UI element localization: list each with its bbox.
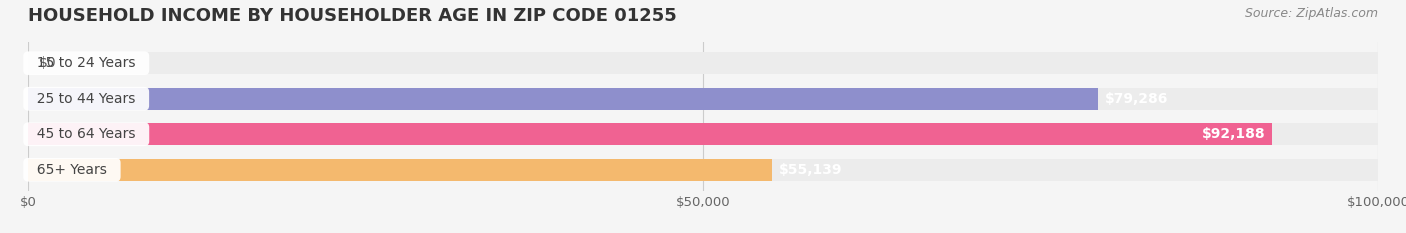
Text: 45 to 64 Years: 45 to 64 Years [28,127,145,141]
Text: 25 to 44 Years: 25 to 44 Years [28,92,145,106]
Text: 65+ Years: 65+ Years [28,163,115,177]
Bar [28,123,1378,145]
Bar [28,88,1378,110]
Bar [28,123,1272,145]
Bar [28,88,1098,110]
Bar [28,159,1378,181]
Text: $0: $0 [39,56,56,70]
Bar [28,52,1378,74]
Text: 15 to 24 Years: 15 to 24 Years [28,56,145,70]
Text: HOUSEHOLD INCOME BY HOUSEHOLDER AGE IN ZIP CODE 01255: HOUSEHOLD INCOME BY HOUSEHOLDER AGE IN Z… [28,7,676,25]
Text: Source: ZipAtlas.com: Source: ZipAtlas.com [1244,7,1378,20]
Bar [28,159,772,181]
Text: $55,139: $55,139 [779,163,842,177]
Text: $92,188: $92,188 [1202,127,1265,141]
Text: $79,286: $79,286 [1105,92,1168,106]
